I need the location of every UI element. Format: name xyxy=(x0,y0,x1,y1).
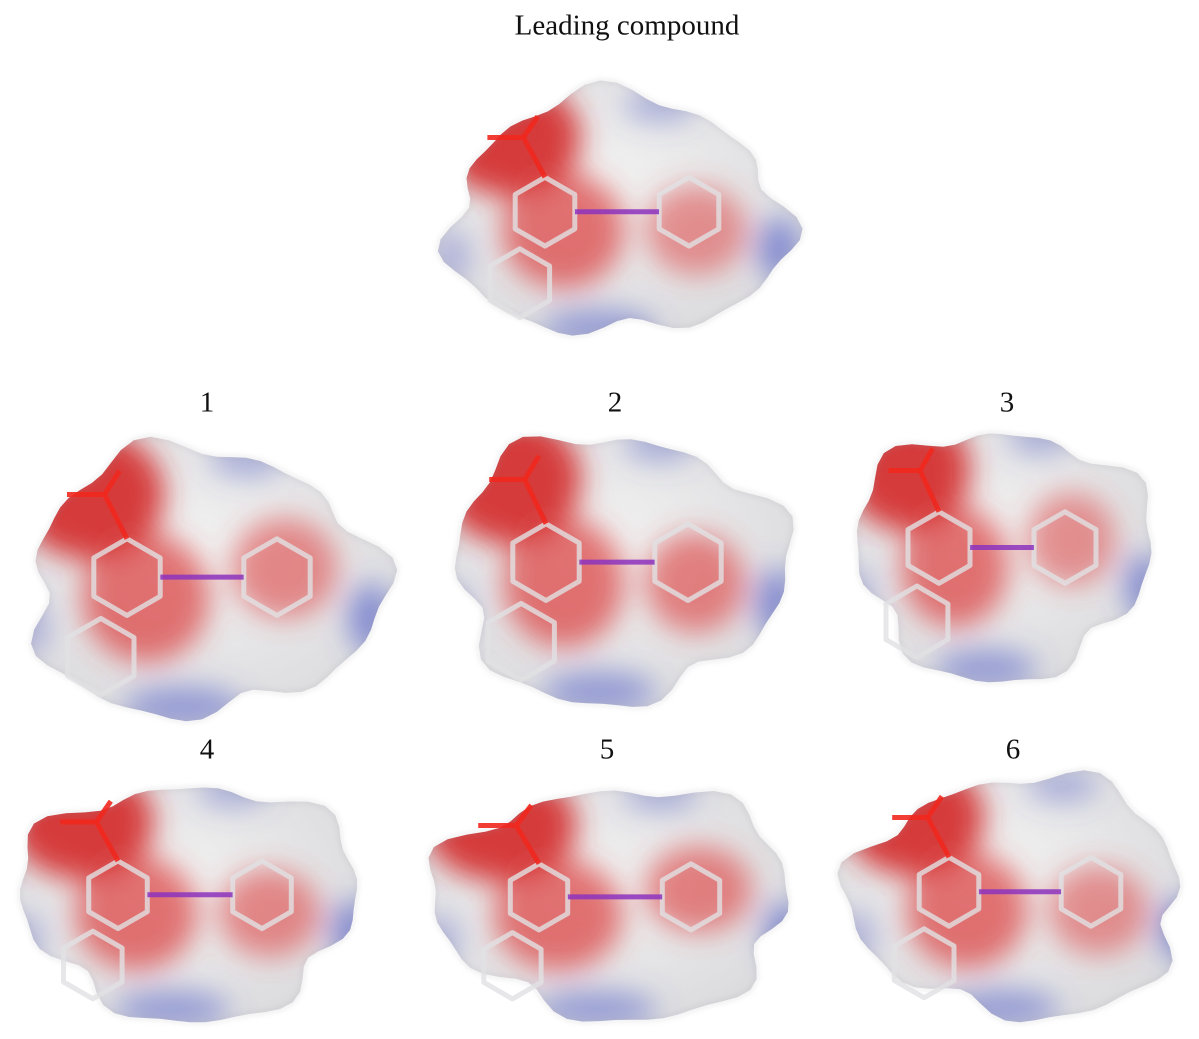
molecule-surface xyxy=(436,415,798,713)
positive-region xyxy=(421,915,459,966)
positive-region xyxy=(6,913,42,965)
positive-region xyxy=(541,310,656,347)
molecule-label: 4 xyxy=(200,734,215,766)
molecule-surface xyxy=(421,769,809,1027)
positive-region xyxy=(839,910,875,963)
positive-region xyxy=(945,990,1059,1027)
positive-region xyxy=(757,217,800,281)
positive-region xyxy=(755,568,798,639)
molecule-label: 2 xyxy=(608,387,623,419)
molecule-surface xyxy=(6,765,373,1028)
molecule-label: 3 xyxy=(1000,387,1015,419)
positive-region xyxy=(330,900,373,962)
positive-region xyxy=(623,780,699,811)
page: Leading compound123456 (() => { const da… xyxy=(0,0,1199,1034)
figure: Leading compound 1 2 3 4 5 6 xyxy=(0,0,1199,1034)
positive-region xyxy=(763,902,809,963)
molecule-surface xyxy=(433,79,802,347)
molecule-label: 6 xyxy=(1006,734,1021,766)
molecule-surface xyxy=(837,759,1199,1027)
positive-region xyxy=(433,230,469,283)
title: Leading compound xyxy=(515,10,740,42)
molecule-label: 1 xyxy=(200,387,215,419)
negative-region xyxy=(232,518,337,618)
molecule-surface xyxy=(11,430,397,728)
positive-region xyxy=(624,426,695,461)
positive-region xyxy=(11,598,49,657)
positive-region xyxy=(210,441,285,476)
molecule-surface xyxy=(841,410,1162,688)
positive-region xyxy=(841,567,873,622)
molecule-label: 5 xyxy=(600,734,615,766)
